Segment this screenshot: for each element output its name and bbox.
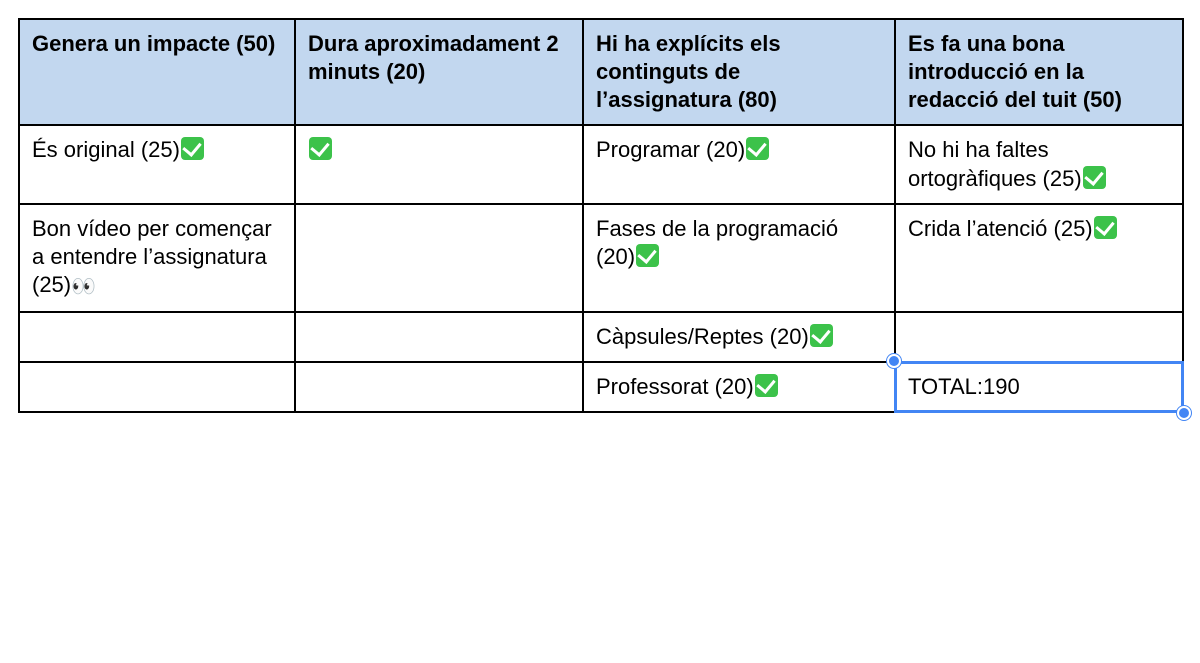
check-icon	[1094, 216, 1117, 239]
table-cell[interactable]	[295, 312, 583, 362]
cell-text: Càpsules/Reptes (20)	[596, 324, 809, 349]
table-cell[interactable]: TOTAL:190	[895, 362, 1183, 412]
table-cell[interactable]	[295, 204, 583, 312]
header-cell: Genera un impacte (50)	[19, 19, 295, 125]
check-icon	[810, 324, 833, 347]
table-cell[interactable]: No hi ha faltes ortogràfiques (25)	[895, 125, 1183, 203]
selection-handle-icon[interactable]	[1177, 406, 1191, 420]
table-cell[interactable]: Crida l’atenció (25)	[895, 204, 1183, 312]
table-cell[interactable]	[19, 362, 295, 412]
eyes-icon: 👀	[71, 276, 96, 298]
cell-text: És original (25)	[32, 137, 180, 162]
table-cell[interactable]: Bon vídeo per començar a entendre l’assi…	[19, 204, 295, 312]
table-row: És original (25) Programar (20) No hi ha f…	[19, 125, 1183, 203]
table-cell[interactable]: Càpsules/Reptes (20)	[583, 312, 895, 362]
table-header-row: Genera un impacte (50) Dura aproximadame…	[19, 19, 1183, 125]
check-icon	[636, 244, 659, 267]
table-cell[interactable]: Programar (20)	[583, 125, 895, 203]
cell-text: Bon vídeo per començar a entendre l’assi…	[32, 216, 272, 297]
table-row: Professorat (20) TOTAL:190	[19, 362, 1183, 412]
header-cell: Dura aproximadament 2 minuts (20)	[295, 19, 583, 125]
check-icon	[1083, 166, 1106, 189]
table-cell[interactable]: Professorat (20)	[583, 362, 895, 412]
rubric-table: Genera un impacte (50) Dura aproximadame…	[18, 18, 1184, 413]
table-cell[interactable]	[895, 312, 1183, 362]
table-row: Càpsules/Reptes (20)	[19, 312, 1183, 362]
check-icon	[181, 137, 204, 160]
cell-text: Programar (20)	[596, 137, 745, 162]
cell-text: No hi ha faltes ortogràfiques (25)	[908, 137, 1082, 190]
table-cell[interactable]	[19, 312, 295, 362]
check-icon	[309, 137, 332, 160]
cell-text: TOTAL:190	[908, 374, 1020, 399]
table-cell[interactable]: Fases de la programació (20)	[583, 204, 895, 312]
header-cell: Es fa una bona introducció en la redacci…	[895, 19, 1183, 125]
cell-text: Professorat (20)	[596, 374, 754, 399]
cell-text: Crida l’atenció (25)	[908, 216, 1093, 241]
cell-text: Fases de la programació (20)	[596, 216, 838, 269]
table-body: És original (25) Programar (20) No hi ha f…	[19, 125, 1183, 412]
check-icon	[746, 137, 769, 160]
check-icon	[755, 374, 778, 397]
table-cell[interactable]	[295, 125, 583, 203]
table-row: Bon vídeo per començar a entendre l’assi…	[19, 204, 1183, 312]
table-cell[interactable]: És original (25)	[19, 125, 295, 203]
header-cell: Hi ha explícits els continguts de l’assi…	[583, 19, 895, 125]
selection-handle-icon[interactable]	[887, 354, 901, 368]
table-cell[interactable]	[295, 362, 583, 412]
